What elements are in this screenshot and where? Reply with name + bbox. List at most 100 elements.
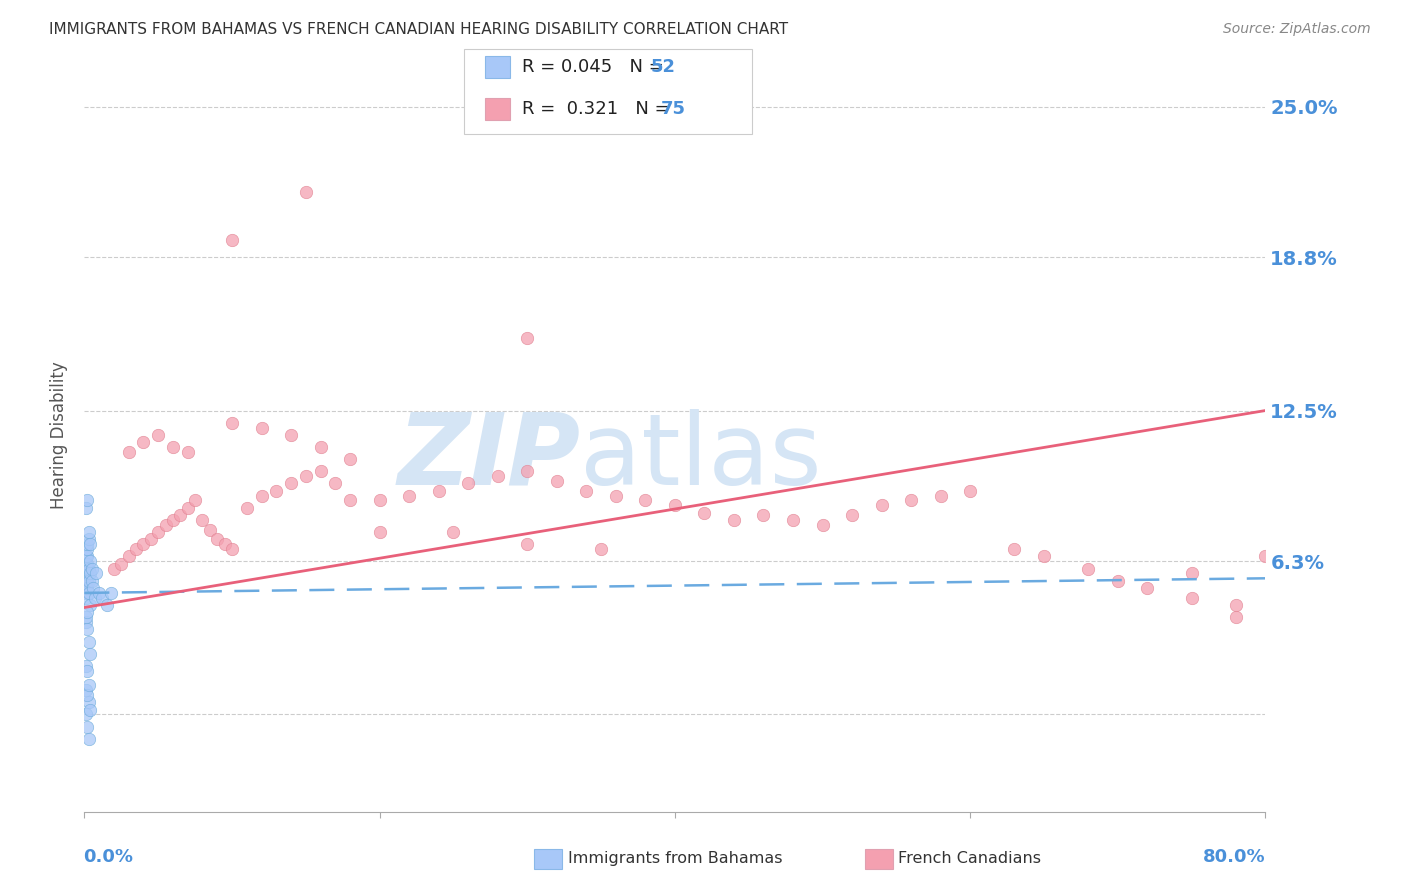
Point <box>221 233 243 247</box>
Point <box>1225 610 1247 624</box>
Point <box>605 489 627 503</box>
Point <box>77 678 100 692</box>
Point <box>87 586 111 600</box>
Point <box>79 703 101 717</box>
Point <box>77 525 100 540</box>
Point <box>280 476 302 491</box>
Point <box>79 554 101 568</box>
Point <box>591 542 613 557</box>
Point <box>76 542 98 557</box>
Point <box>118 445 141 459</box>
Text: 0.0%: 0.0% <box>83 848 134 866</box>
Point <box>214 537 236 551</box>
Text: French Canadians: French Canadians <box>898 851 1042 865</box>
Point <box>1254 549 1277 564</box>
Point <box>368 493 391 508</box>
Point <box>80 574 103 588</box>
Point <box>207 533 229 547</box>
Point <box>100 586 122 600</box>
Text: 75: 75 <box>661 100 686 119</box>
Point <box>486 469 509 483</box>
Point <box>634 493 657 508</box>
Point <box>959 483 981 498</box>
Text: IMMIGRANTS FROM BAHAMAS VS FRENCH CANADIAN HEARING DISABILITY CORRELATION CHART: IMMIGRANTS FROM BAHAMAS VS FRENCH CANADI… <box>49 22 789 37</box>
Point <box>309 440 332 454</box>
Point <box>77 695 100 709</box>
Point <box>79 598 101 612</box>
Point <box>76 574 98 588</box>
Point <box>76 605 98 619</box>
Point <box>250 420 273 434</box>
Text: Immigrants from Bahamas: Immigrants from Bahamas <box>568 851 783 865</box>
Point <box>77 574 100 588</box>
Point <box>693 506 716 520</box>
Point <box>76 623 98 637</box>
Point <box>132 537 155 551</box>
Point <box>75 658 97 673</box>
Point <box>1107 574 1129 588</box>
Point <box>76 549 98 564</box>
Point <box>546 474 568 488</box>
Text: Source: ZipAtlas.com: Source: ZipAtlas.com <box>1223 22 1371 37</box>
Y-axis label: Hearing Disability: Hearing Disability <box>51 361 69 508</box>
Point <box>443 525 465 540</box>
Point <box>75 578 97 592</box>
Point <box>77 731 100 746</box>
Point <box>91 591 114 605</box>
Point <box>398 489 420 503</box>
Point <box>516 537 538 551</box>
Point <box>295 469 318 483</box>
Point <box>75 586 97 600</box>
Point <box>1181 591 1204 605</box>
Point <box>76 664 98 678</box>
Point <box>169 508 191 522</box>
Point <box>162 440 184 454</box>
Point <box>103 561 125 575</box>
Point <box>221 542 243 557</box>
Point <box>236 500 259 515</box>
Point <box>457 476 479 491</box>
Point <box>77 533 100 547</box>
Point <box>75 591 97 605</box>
Text: R =  0.321   N =: R = 0.321 N = <box>522 100 675 119</box>
Point <box>752 508 775 522</box>
Point <box>75 566 97 581</box>
Point <box>309 464 332 478</box>
Point <box>77 561 100 575</box>
Point <box>132 435 155 450</box>
Point <box>139 533 162 547</box>
Point <box>177 500 200 515</box>
Text: ZIP: ZIP <box>398 409 581 506</box>
Point <box>723 513 745 527</box>
Point <box>325 476 347 491</box>
Point <box>427 483 450 498</box>
Point <box>1181 566 1204 581</box>
Point <box>75 610 97 624</box>
Point <box>368 525 391 540</box>
Point <box>79 566 101 581</box>
Point <box>516 330 538 344</box>
Point <box>198 523 221 537</box>
Point <box>900 493 922 508</box>
Point <box>841 508 863 522</box>
Point <box>83 591 105 605</box>
Point <box>295 185 318 199</box>
Point <box>79 537 101 551</box>
Point <box>1033 549 1056 564</box>
Point <box>76 581 98 595</box>
Point <box>75 500 97 515</box>
Point <box>177 445 200 459</box>
Point <box>75 557 97 571</box>
Point <box>929 489 952 503</box>
Text: atlas: atlas <box>581 409 823 506</box>
Point <box>76 566 98 581</box>
Point <box>76 720 98 734</box>
Point <box>1077 561 1099 575</box>
Point <box>148 525 170 540</box>
Point <box>148 427 170 442</box>
Point <box>76 493 98 508</box>
Point <box>80 561 103 575</box>
Point <box>75 574 97 588</box>
Point <box>75 615 97 629</box>
Point <box>664 499 686 513</box>
